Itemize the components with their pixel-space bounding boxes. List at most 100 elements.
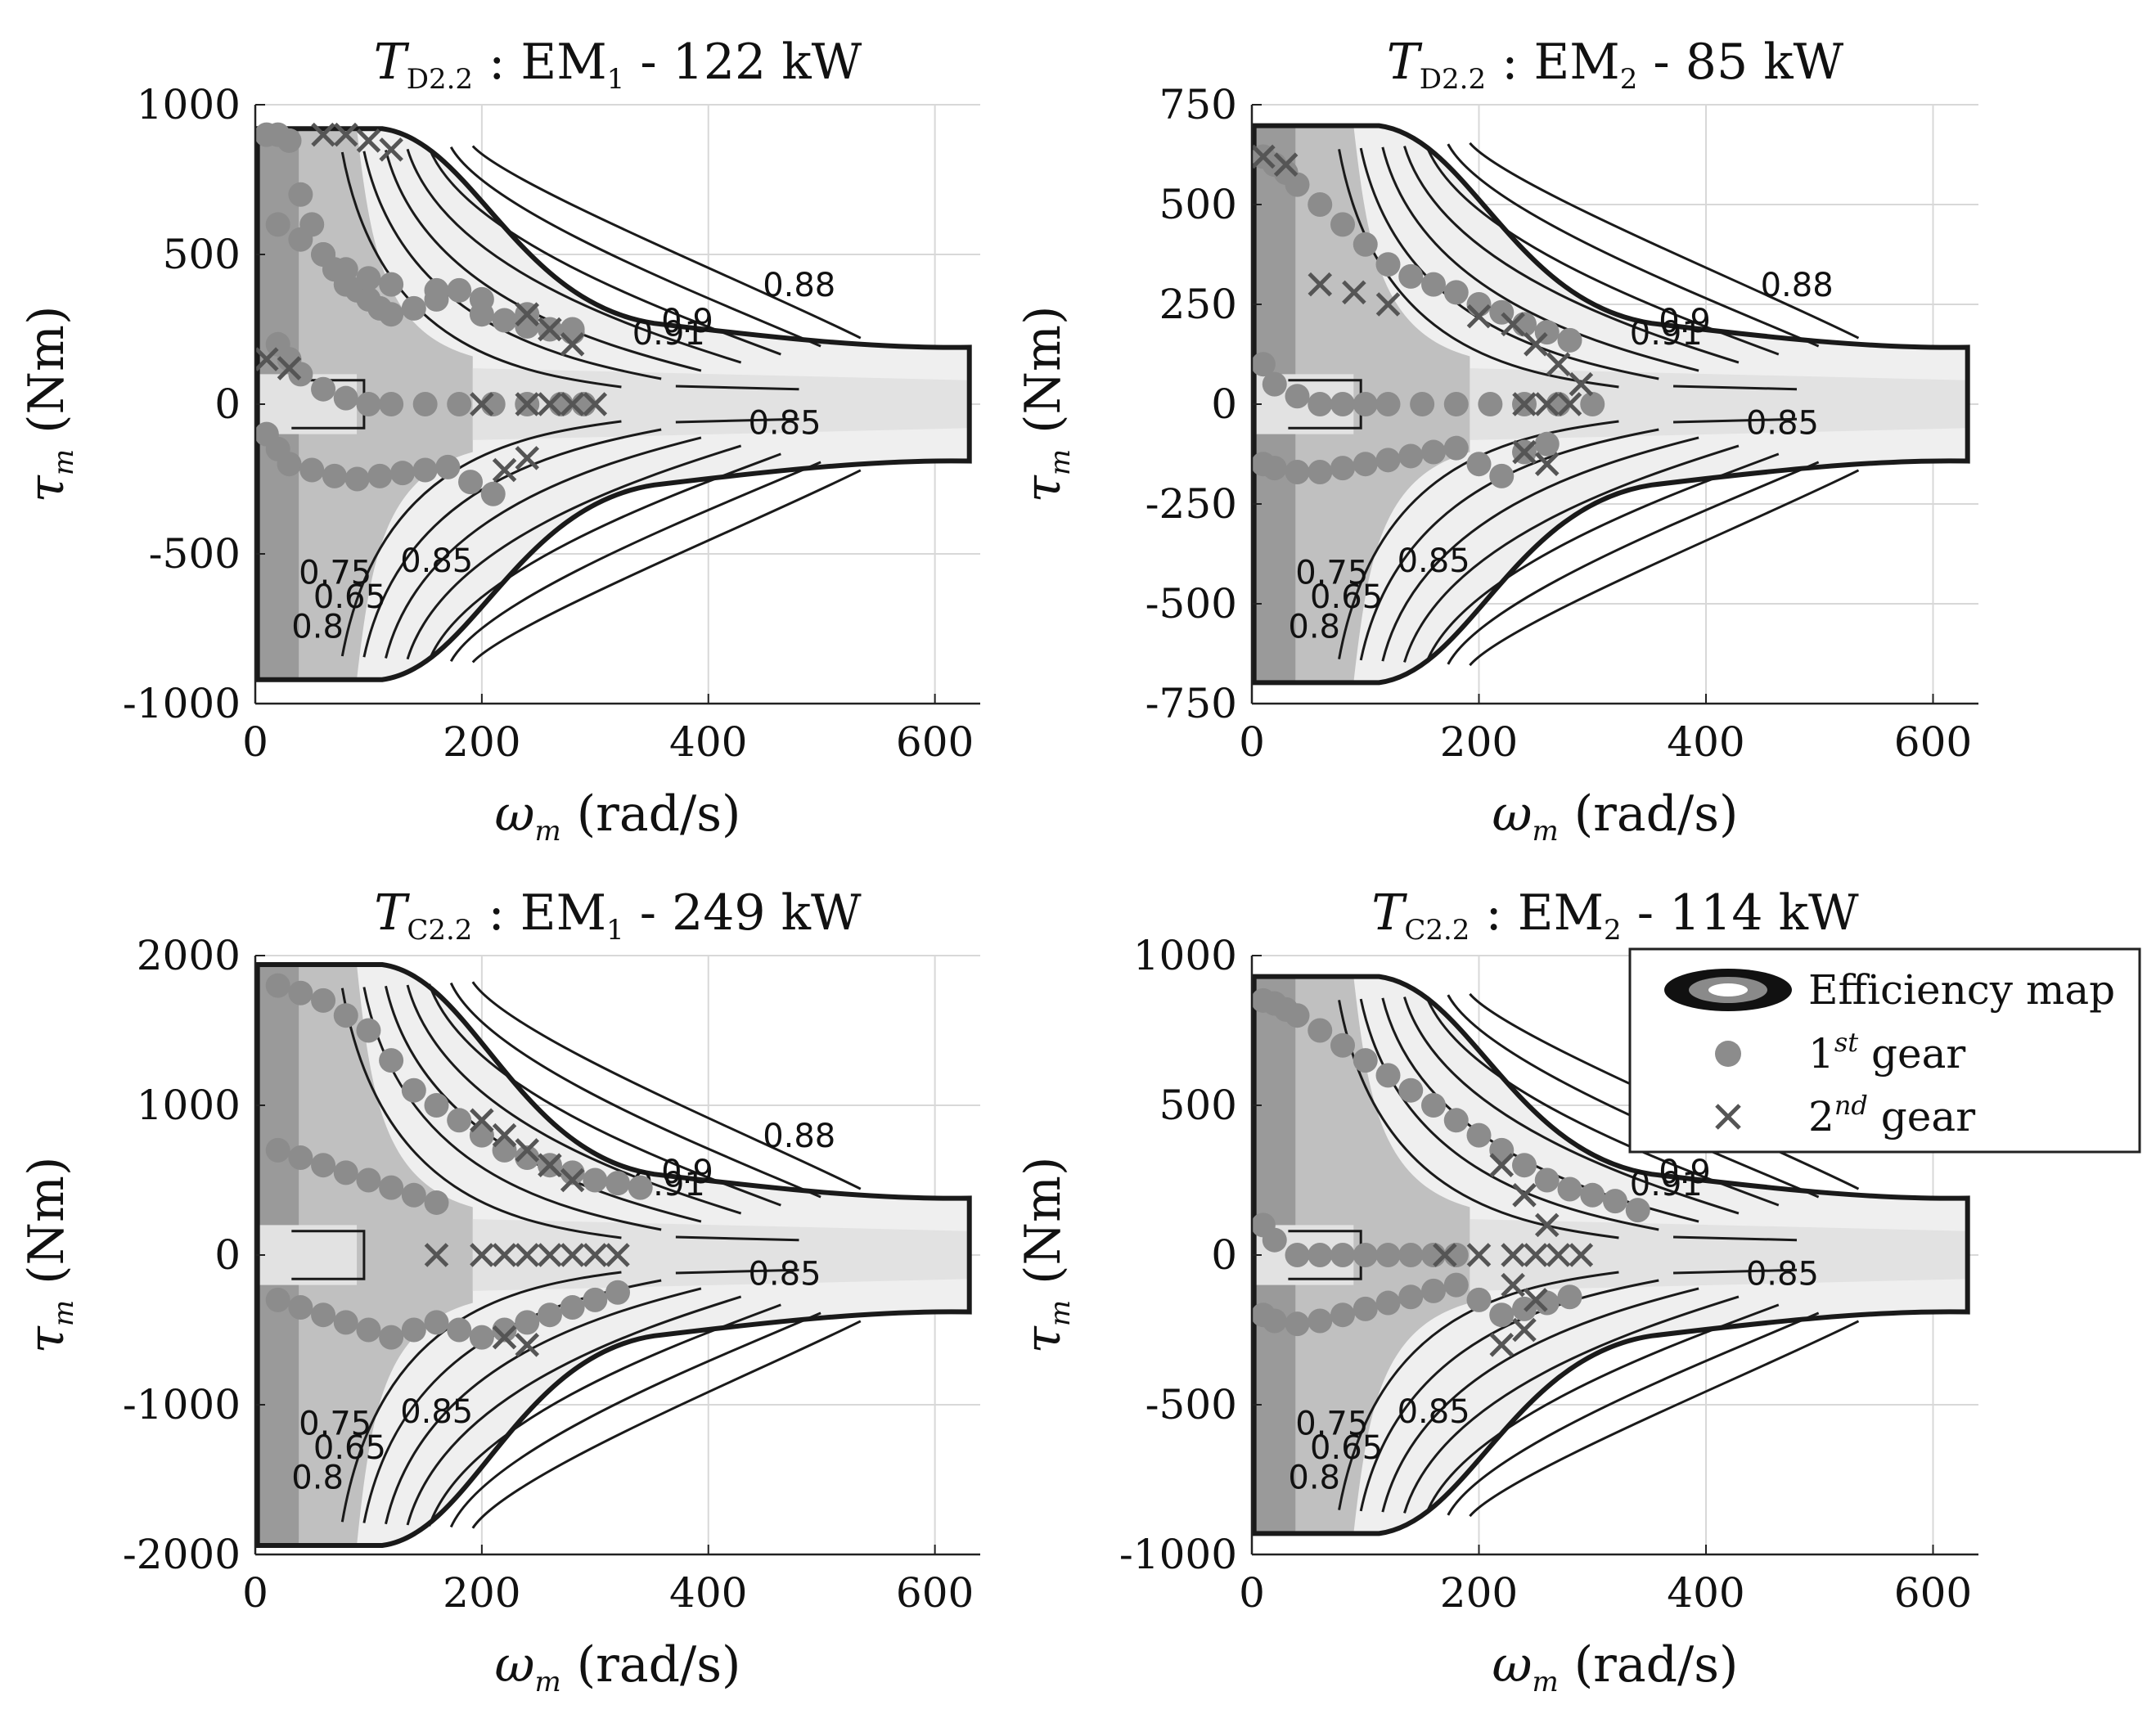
- contour-label: 0.85: [1398, 1393, 1470, 1431]
- chart-panel-1: 0.88 0.85 0.90.91 0.8 0.85 0.750.65 0 200 400 600…: [18, 34, 980, 848]
- x-tick-label: 200: [1440, 718, 1518, 766]
- x-tick-label: 400: [669, 718, 747, 766]
- contour-line: [1359, 998, 1659, 1231]
- legend-label-second-gear: 2nd gear: [1808, 1090, 1975, 1140]
- first-gear-point: [1308, 192, 1333, 217]
- first-gear-point: [1443, 1272, 1469, 1298]
- contour-label: 0.9: [1659, 1154, 1711, 1191]
- first-gear-point: [424, 277, 449, 303]
- chart-title: TC2.2 : EM1 - 249 kW: [374, 884, 862, 947]
- first-gear-point: [1262, 1308, 1287, 1334]
- first-gear-point: [1443, 280, 1469, 305]
- contour-label: 0.75: [1295, 555, 1368, 592]
- contour-line: [675, 1268, 799, 1275]
- second-gear-series: [1433, 1153, 1594, 1357]
- first-gear-point: [447, 1317, 472, 1343]
- first-gear-point: [379, 1048, 404, 1073]
- contour-line: [1403, 996, 1740, 1215]
- x-tick-label: 0: [242, 1569, 268, 1617]
- second-gear-point: [492, 1122, 517, 1148]
- contour-label: 0.65: [313, 578, 386, 616]
- second-gear-point: [1466, 1243, 1492, 1267]
- first-gear-point: [1308, 1243, 1333, 1267]
- first-gear-point: [1398, 263, 1424, 289]
- x-tick-label: 600: [1894, 718, 1972, 766]
- contour-line: [1673, 1268, 1798, 1275]
- first-gear-point: [1308, 392, 1333, 416]
- first-gear-series: [1252, 987, 1650, 1337]
- first-gear-point: [1330, 456, 1355, 481]
- first-gear-point: [469, 286, 494, 312]
- chart-panel-2: 0.88 0.85 0.90.91 0.8 0.85 0.750.65 0 200 400 600…: [1015, 34, 1978, 848]
- first-gear-point: [1534, 431, 1560, 457]
- second-gear-point: [560, 1243, 585, 1267]
- map-region-light: [472, 368, 970, 440]
- contour-line: [428, 147, 781, 356]
- first-gear-point: [1398, 443, 1424, 469]
- contour-line: [471, 469, 862, 664]
- first-gear-point: [356, 1317, 381, 1343]
- second-gear-point: [583, 392, 608, 416]
- first-gear-series: [255, 122, 596, 506]
- map-region-light: [472, 1219, 970, 1291]
- y-tick-label: 250: [1159, 281, 1237, 328]
- contour-line: [1673, 1235, 1798, 1242]
- contour-line: [1403, 146, 1740, 364]
- contour-line: [340, 987, 622, 1239]
- second-gear-point: [560, 392, 585, 416]
- first-gear-point: [311, 1153, 336, 1178]
- x-tick-label: 200: [1440, 1569, 1518, 1617]
- contour-line: [406, 984, 742, 1215]
- x-tick-label: 200: [443, 1569, 520, 1617]
- second-gear-point: [583, 1243, 608, 1267]
- second-gear-point: [1512, 439, 1537, 465]
- second-gear-point: [560, 332, 585, 357]
- second-gear-point: [1501, 312, 1525, 337]
- second-gear-point: [1534, 452, 1560, 476]
- first-gear-point: [344, 466, 370, 492]
- second-gear-point: [515, 1333, 540, 1357]
- chart-panel-4: 0.880.850.90.910.80.850.750.650200400600…: [1015, 884, 1978, 1698]
- second-gear-point: [1569, 371, 1594, 397]
- first-gear-point: [311, 987, 336, 1013]
- second-gear-point: [1342, 280, 1366, 305]
- contour-line: [1338, 420, 1619, 659]
- first-gear-point: [1308, 1018, 1333, 1043]
- first-gear-point: [424, 1190, 449, 1215]
- contour-label: 0.65: [1310, 1429, 1383, 1467]
- first-gear-point: [288, 1145, 313, 1171]
- second-gear-point: [379, 137, 403, 162]
- contour-line: [1403, 1295, 1740, 1514]
- first-gear-point: [515, 1145, 540, 1171]
- first-gear-point: [583, 1167, 608, 1193]
- first-gear-point: [379, 392, 404, 416]
- second-gear-point: [1501, 1243, 1525, 1267]
- first-gear-point: [1398, 1077, 1424, 1103]
- first-gear-point: [1603, 1189, 1627, 1214]
- second-gear-point: [1489, 1333, 1515, 1357]
- contour-line: [1425, 452, 1780, 664]
- contour-label: 0.75: [299, 555, 371, 592]
- contour-line: [675, 1235, 799, 1242]
- contour-label: 0.88: [1761, 267, 1834, 304]
- first-gear-point: [1375, 1063, 1401, 1088]
- second-gear-point: [1308, 272, 1333, 297]
- first-gear-point: [1534, 1167, 1560, 1193]
- first-gear-point: [1557, 1176, 1582, 1202]
- first-gear-point: [447, 277, 472, 303]
- first-gear-point: [492, 1317, 517, 1343]
- first-gear-point: [1285, 459, 1310, 484]
- second-gear-point: [515, 446, 540, 470]
- first-gear-point: [1353, 1243, 1378, 1267]
- contour-line: [1469, 142, 1860, 340]
- first-gear-point: [1330, 1032, 1355, 1058]
- contour-line: [1381, 997, 1699, 1223]
- second-gear-point: [1489, 1153, 1515, 1177]
- first-gear-point: [537, 1302, 562, 1328]
- second-gear-point: [1512, 392, 1537, 416]
- contour-line: [428, 1303, 781, 1527]
- contour-label: 0.8: [291, 608, 344, 646]
- contour-label: 0.8: [1288, 1459, 1340, 1496]
- second-gear-point: [1534, 392, 1560, 416]
